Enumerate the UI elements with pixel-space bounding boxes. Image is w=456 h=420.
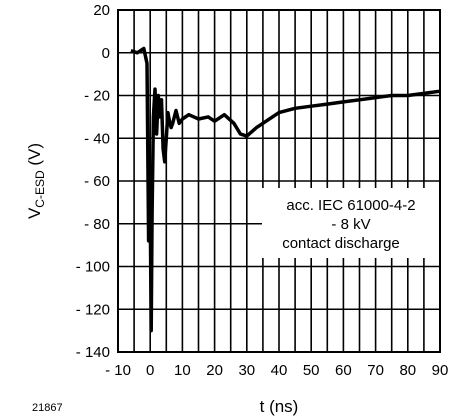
y-tick-label: - 80 [84,216,110,233]
x-tick-labels: - 10 0 10 20 30 40 50 60 70 80 90 [105,362,448,379]
y-tick-label: - 140 [76,344,110,361]
figure-id: 21867 [32,402,63,414]
x-tick-label: 10 [174,362,191,379]
y-tick-labels: 20 0 - 20 - 40 - 60 - 80 - 100 - 120 - 140 [76,2,110,361]
y-axis-title-subscript: C-ESD [33,170,47,208]
annotation-box [262,188,440,258]
y-tick-label: 0 [102,45,110,62]
annotation-line-1: acc. IEC 61000-4-2 [286,197,415,214]
annotation-line-3: contact discharge [282,235,400,252]
x-tick-label: 70 [367,362,384,379]
y-tick-label: - 20 [84,88,110,105]
plot-frame [117,9,441,353]
y-tick-label: 20 [93,2,110,19]
y-axis-title: VC-ESD (V) [25,143,47,219]
x-tick-label: 0 [146,362,154,379]
y-tick-label: - 60 [84,173,110,190]
x-tick-label: 30 [238,362,255,379]
x-tick-label: 20 [206,362,223,379]
x-tick-label: - 10 [105,362,131,379]
y-tick-label: - 100 [76,259,110,276]
esd-voltage-trace [130,46,441,333]
x-tick-label: 80 [399,362,416,379]
x-tick-label: 50 [303,362,320,379]
y-axis-title-main: V [25,207,44,219]
annotation-line-2: - 8 kV [331,216,370,233]
y-tick-label: - 40 [84,130,110,147]
y-tick-label: - 120 [76,301,110,318]
x-tick-label: 90 [432,362,449,379]
series-group [130,46,441,333]
x-tick-label: 60 [335,362,352,379]
x-axis-title: t (ns) [260,397,299,416]
x-tick-label: 40 [271,362,288,379]
y-axis-title-unit: (V) [25,143,44,170]
grid [118,10,440,352]
